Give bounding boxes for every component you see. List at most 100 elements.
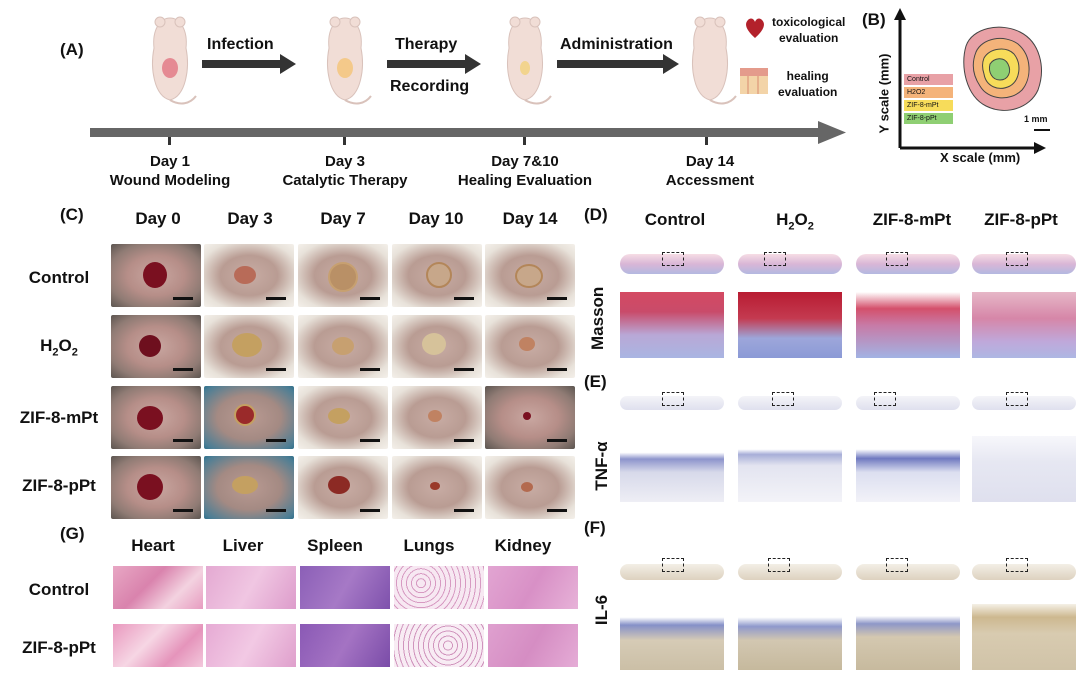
masson-zoom-h2o2 [738,292,842,358]
tnf-overview-control [620,392,724,410]
legend-control: Control [904,74,953,85]
wound-photo-ppt-d14 [485,456,575,519]
mouse-illustration-2 [327,16,372,105]
masson-overview-ppt [972,252,1076,274]
panel-b-ylabel: Y scale (mm) [876,53,892,134]
organ-liver: Liver [222,536,264,555]
arrow-administration [557,54,679,74]
wound-photo-h2o2-d7 [298,315,388,378]
wound-photo-mpt-d7 [298,386,388,449]
wound-photo-ppt-d10 [392,456,482,519]
d-col-control: Control [644,210,706,229]
arrow-infection [202,54,296,74]
il6-zoom-mpt [856,604,960,670]
he-kidney-control [488,566,578,609]
he-spleen-control [300,566,390,609]
wound-photo-mpt-d14 [485,386,575,449]
il6-overview-h2o2 [738,558,842,580]
step-recording: Recording [390,78,470,95]
organ-spleen: Spleen [307,536,363,555]
il6-zoom-ppt [972,604,1076,670]
arrow-therapy [387,54,481,74]
wound-photo-mpt-d10 [392,386,482,449]
panel-b-label: (B) [862,10,886,29]
organ-kidney: Kidney [494,536,552,555]
panel-f-label: (F) [584,518,606,537]
organ-heart: Heart [131,536,175,555]
heart-organ-icon [746,18,764,38]
masson-overview-control [620,252,724,274]
masson-overview-mpt [856,252,960,274]
legend-zif8-ppt: ZIF-8-pPt [904,113,953,124]
masson-zoom-control [620,292,724,358]
stain-masson: Masson [588,286,607,350]
wound-photo-ppt-d0 [111,456,201,519]
tnf-overview-h2o2 [738,392,842,410]
he-kidney-ppt [488,624,578,667]
he-lungs-ppt [394,624,484,667]
il6-zoom-h2o2 [738,604,842,670]
wound-photo-ppt-d7 [298,456,388,519]
wound-photo-ppt-d3 [204,456,294,519]
wound-photo-control-d10 [392,244,482,307]
wound-photo-h2o2-d10 [392,315,482,378]
he-liver-control [206,566,296,609]
he-heart-ppt [113,624,203,667]
timeline-day-7-10: Day 7&10 Healing Evaluation [457,153,593,189]
wound-photo-control-d3 [204,244,294,307]
wound-photo-control-d7 [298,244,388,307]
g-row-zif8-ppt: ZIF-8-pPt [22,638,96,657]
mouse-illustration-1 [152,16,197,105]
he-lungs-control [394,566,484,609]
tnf-zoom-h2o2 [738,436,842,502]
panel-g-label: (G) [60,524,85,543]
heal-evaluation-text: healing evaluation [778,69,838,99]
il6-zoom-control [620,604,724,670]
panel-b-xlabel: X scale (mm) [940,150,1021,165]
col-day-3: Day 3 [227,209,273,228]
he-heart-control [113,566,203,609]
panel-d-label: (D) [584,205,608,224]
he-spleen-ppt [300,624,390,667]
step-infection: Infection [207,36,274,53]
timeline-day-1: Day 1 Wound Modeling [109,153,231,189]
step-therapy: Therapy [395,36,458,53]
il6-overview-ppt [972,558,1076,580]
wound-photo-control-d14 [485,244,575,307]
tnf-overview-ppt [972,392,1076,410]
tnf-zoom-ppt [972,436,1076,502]
legend-h2o2: H2O2 [904,87,953,98]
il6-overview-mpt [856,558,960,580]
wound-photo-h2o2-d14 [485,315,575,378]
col-day-7: Day 7 [320,209,366,228]
panel-e-label: (E) [584,372,607,391]
panel-a-label: (A) [60,40,84,59]
tnf-zoom-mpt [856,436,960,502]
skin-tissue-icon [740,68,768,94]
d-col-zif8-ppt: ZIF-8-pPt [984,210,1058,229]
tnf-zoom-control [620,436,724,502]
wound-photo-h2o2-d3 [204,315,294,378]
he-liver-ppt [206,624,296,667]
row-zif8-mpt: ZIF-8-mPt [19,408,99,427]
d-col-h2o2: H2O2 [776,210,814,233]
mouse-illustration-3 [507,16,552,105]
panel-b-scale: 1 mm [1024,114,1048,124]
masson-overview-h2o2 [738,252,842,274]
masson-zoom-ppt [972,292,1076,358]
row-zif8-ppt: ZIF-8-pPt [22,476,96,495]
il6-overview-control [620,558,724,580]
legend-zif8-mpt: ZIF-8-mPt [904,100,953,111]
wound-photo-mpt-d0 [111,386,201,449]
timeline-arrow [90,121,846,145]
row-h2o2: H2O2 [40,336,78,359]
wound-photo-control-d0 [111,244,201,307]
timeline-day-14: Day 14 Accessment [665,153,755,189]
masson-zoom-mpt [856,292,960,358]
panel-c-label: (C) [60,205,84,224]
g-row-control: Control [28,580,90,599]
wound-area-schematic [894,8,1050,154]
organ-lungs: Lungs [403,536,455,555]
tnf-overview-mpt [856,392,960,410]
step-administration: Administration [560,36,673,53]
